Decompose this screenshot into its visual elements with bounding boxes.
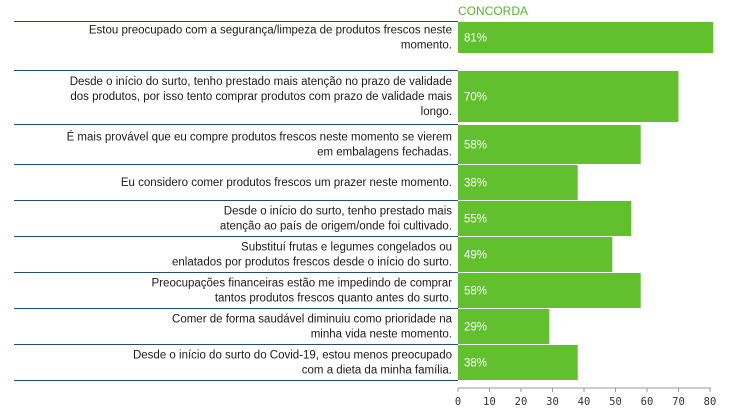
category-label-line: Comer de forma saudável diminuiu como pr… bbox=[172, 314, 453, 326]
value-label: 55% bbox=[464, 214, 487, 226]
value-label: 29% bbox=[464, 322, 487, 334]
category-label-line: Substituí frutas e legumes congelados ou bbox=[241, 242, 452, 254]
category-label-line: Preocupações financeiras estão me impedi… bbox=[152, 278, 453, 290]
category-label-line: dos produtos, por isso tento comprar pro… bbox=[70, 91, 452, 103]
category-label: Eu considero comer produtos frescos um p… bbox=[121, 177, 452, 189]
bar bbox=[458, 201, 632, 236]
category-label-line: Estou preocupado com a segurança/limpeza… bbox=[89, 25, 452, 37]
category-label-line: Eu considero comer produtos frescos um p… bbox=[121, 177, 452, 189]
value-label: 49% bbox=[464, 250, 487, 262]
bar bbox=[458, 22, 714, 53]
x-tick-label: 10 bbox=[483, 396, 496, 408]
category-label-line: atenção ao país de origem/onde foi culti… bbox=[220, 221, 452, 233]
bar bbox=[458, 237, 613, 272]
category-label-line: Desde o início do surto do Covid-19, est… bbox=[133, 350, 452, 362]
category-label-line: minha vida neste momento. bbox=[311, 329, 452, 341]
category-label: Estou preocupado com a segurança/limpeza… bbox=[89, 25, 452, 52]
value-label: 70% bbox=[464, 92, 487, 104]
category-label-line: em embalagens fechadas. bbox=[317, 147, 452, 159]
bar bbox=[458, 309, 550, 344]
bar bbox=[458, 345, 578, 380]
x-tick-label: 80 bbox=[704, 396, 717, 408]
x-tick-label: 40 bbox=[578, 396, 591, 408]
x-tick-label: 20 bbox=[515, 396, 528, 408]
category-label-line: longo. bbox=[421, 106, 452, 118]
category-label-line: Desde o início do surto, tenho prestado … bbox=[70, 76, 452, 88]
chart-header: CONCORDA bbox=[458, 4, 528, 18]
bar bbox=[458, 273, 641, 308]
category-label: É mais provável que eu compre produtos f… bbox=[67, 131, 452, 159]
x-tick-label: 70 bbox=[672, 396, 685, 408]
category-labels: Estou preocupado com a segurança/limpeza… bbox=[67, 25, 453, 377]
bars bbox=[458, 22, 714, 380]
value-label: 38% bbox=[464, 178, 487, 190]
category-label-line: Desde o início do surto, tenho prestado … bbox=[224, 206, 452, 218]
value-label: 81% bbox=[464, 33, 487, 45]
x-tick-label: 60 bbox=[641, 396, 654, 408]
category-label-line: enlatados por produtos frescos desde o i… bbox=[172, 257, 452, 269]
value-label: 38% bbox=[464, 358, 487, 370]
category-label: Substituí frutas e legumes congelados ou… bbox=[172, 242, 452, 269]
category-label-line: com a dieta da minha família. bbox=[302, 365, 452, 377]
value-label: 58% bbox=[464, 286, 487, 298]
category-label-line: É mais provável que eu compre produtos f… bbox=[67, 131, 452, 144]
bar bbox=[458, 125, 641, 164]
x-tick-label: 30 bbox=[546, 396, 559, 408]
bar bbox=[458, 165, 578, 200]
category-label: Desde o início do surto do Covid-19, est… bbox=[133, 350, 452, 377]
category-label-line: tantos produtos frescos quanto antes do … bbox=[215, 293, 452, 305]
category-label: Preocupações financeiras estão me impedi… bbox=[152, 278, 453, 305]
category-label: Comer de forma saudável diminuiu como pr… bbox=[172, 314, 453, 341]
category-label: Desde o início do surto, tenho prestado … bbox=[220, 206, 452, 233]
bar bbox=[458, 71, 679, 122]
x-axis-ticks: 0 10 20 30 40 50 60 70 80 bbox=[455, 388, 716, 408]
row-separators bbox=[14, 21, 458, 381]
category-label-line: momento. bbox=[401, 40, 452, 52]
x-tick-label: 0 bbox=[455, 396, 461, 408]
value-label: 58% bbox=[464, 140, 487, 152]
value-labels: 81% 70% 58% 38% 55% 49% 58% 29% 38% bbox=[464, 33, 487, 370]
category-label: Desde o início do surto, tenho prestado … bbox=[70, 76, 453, 118]
x-tick-label: 50 bbox=[609, 396, 622, 408]
